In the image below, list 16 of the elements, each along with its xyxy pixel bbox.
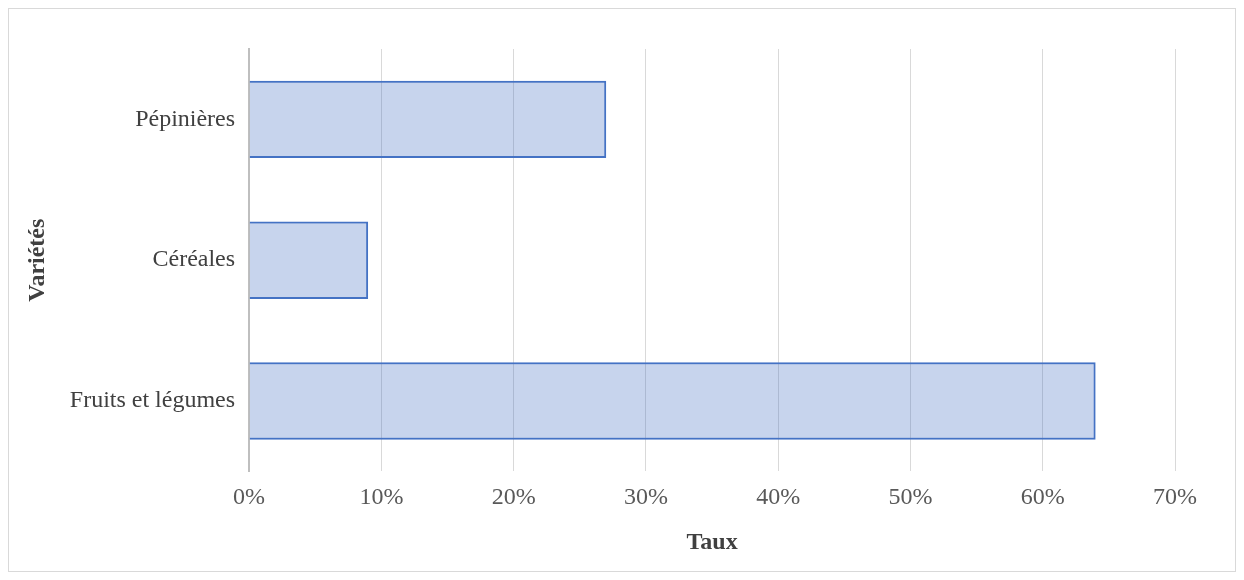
x-tick-label: 40% xyxy=(756,483,801,510)
y-tick-label: Pépinières xyxy=(135,104,236,131)
x-axis-title: Taux xyxy=(686,527,738,554)
x-tick-label: 50% xyxy=(888,483,933,510)
x-tick-label: 30% xyxy=(623,483,668,510)
x-tick-label: 20% xyxy=(491,483,536,510)
bar xyxy=(249,80,607,159)
x-tick-label: 0% xyxy=(233,483,266,510)
x-tick-label: 70% xyxy=(1153,483,1197,510)
y-tick-label: Céréales xyxy=(152,245,236,272)
y-axis-title: Variétés xyxy=(22,218,49,302)
bar xyxy=(249,221,369,299)
bar xyxy=(249,362,1096,440)
y-tick-label: Fruits et légumes xyxy=(69,386,236,413)
x-tick-label: 10% xyxy=(359,483,404,510)
x-tick-label: 60% xyxy=(1020,483,1065,510)
